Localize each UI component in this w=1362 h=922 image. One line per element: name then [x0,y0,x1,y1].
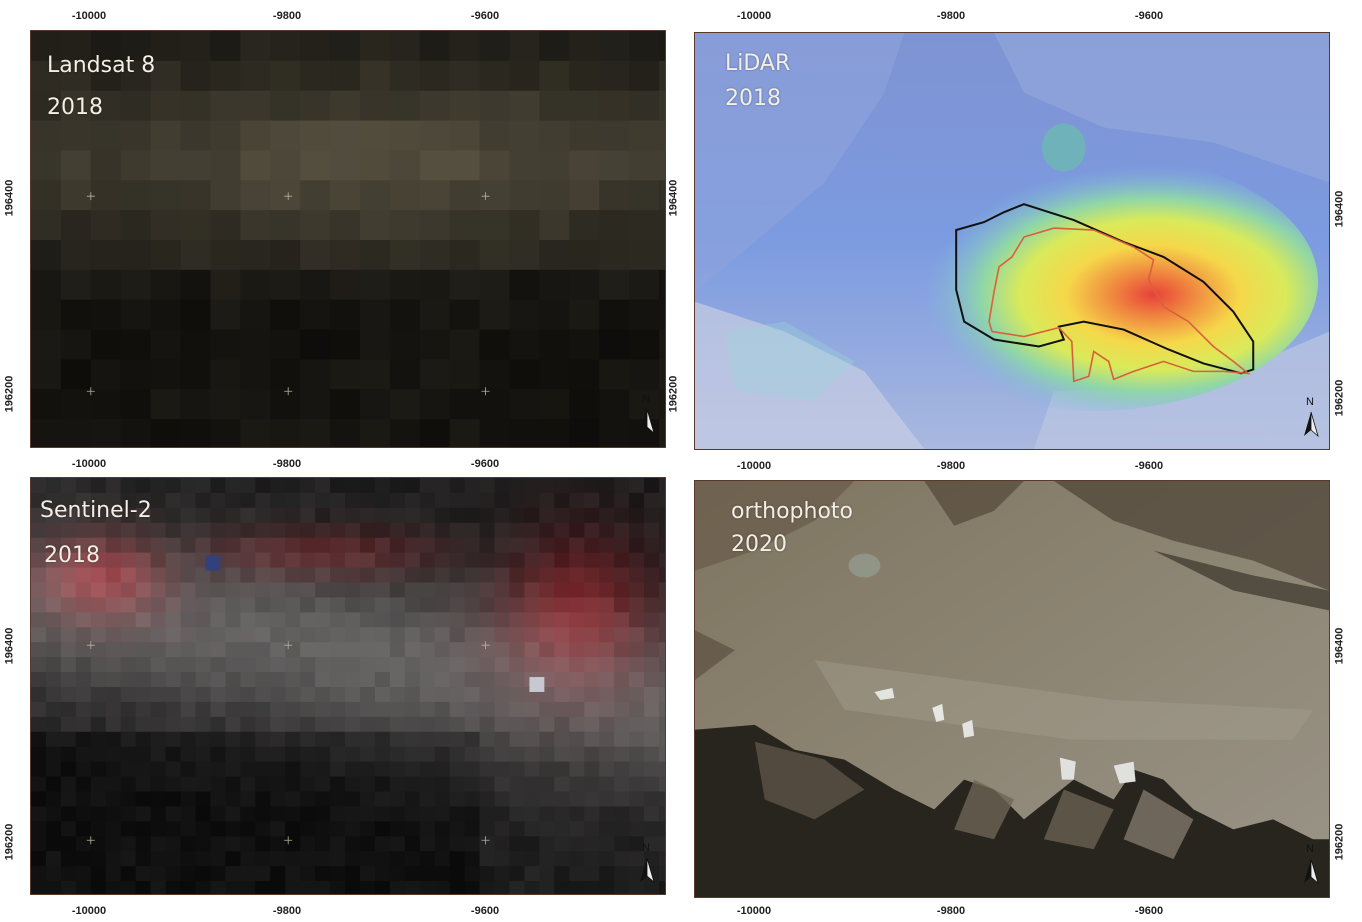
y-tick-left: 196400 [3,179,16,217]
lidar-hillshade [695,33,1329,449]
sentinel-raster [31,478,665,894]
x-tick-top: -10000 [71,10,107,22]
x-tick-bottom: -9800 [936,905,966,917]
north-arrow-icon: N [637,842,657,884]
lidar-year: 2018 [725,86,781,111]
lidar-title: LiDAR [725,51,791,76]
landsat-raster [31,31,665,447]
deposit-outline-red [988,227,1251,383]
y-tick-left: 196400 [3,627,16,665]
x-tick-bottom: -9800 [272,905,302,917]
deposit-outline-black [955,203,1255,375]
x-tick-bottom: -9600 [1134,460,1164,472]
orthophoto-year: 2020 [731,532,787,557]
x-tick-bottom: -10000 [736,460,772,472]
y-tick-right: 196200 [1333,823,1346,861]
x-tick-bottom: -9600 [470,458,500,470]
north-arrow-icon: N [1301,843,1321,885]
north-arrow-icon: N [1301,396,1321,438]
y-tick-left: 196200 [3,823,16,861]
landsat-map: Landsat 8 2018 N [30,30,666,448]
north-label: N [642,393,650,405]
lidar-outlines [955,203,1255,383]
x-tick-bottom: -10000 [736,905,772,917]
landsat-title: Landsat 8 [47,53,156,78]
lidar-map: LiDAR 2018 N [694,32,1330,450]
orthophoto-image [695,481,1329,897]
y-tick-right: 196200 [1333,379,1346,417]
y-tick-right: 196400 [1333,190,1346,228]
x-tick-top: -9800 [272,10,302,22]
north-arrow-icon: N [637,393,657,435]
x-tick-bottom: -9800 [272,458,302,470]
x-tick-bottom: -9600 [1134,905,1164,917]
sentinel-map: Sentinel-2 2018 N [30,477,666,895]
x-tick-top: -10000 [736,10,772,22]
x-tick-bottom: -10000 [71,905,107,917]
y-tick-left: 196400 [667,179,680,217]
y-tick-left: 196200 [3,375,16,413]
sentinel-title: Sentinel-2 [40,498,152,523]
landsat-year: 2018 [47,95,103,120]
x-tick-bottom: -9800 [936,460,966,472]
y-tick-left: 196200 [667,375,680,413]
north-label: N [1306,843,1314,855]
orthophoto-map: orthophoto 2020 N [694,480,1330,898]
sentinel-year: 2018 [44,543,100,568]
x-tick-bottom: -10000 [71,458,107,470]
north-label: N [1306,396,1314,408]
x-tick-top: -9600 [470,10,500,22]
north-label: N [642,842,650,854]
orthophoto-title: orthophoto [731,499,853,524]
y-tick-right: 196400 [1333,627,1346,665]
x-tick-bottom: -9600 [470,905,500,917]
x-tick-top: -9600 [1134,10,1164,22]
x-tick-top: -9800 [936,10,966,22]
